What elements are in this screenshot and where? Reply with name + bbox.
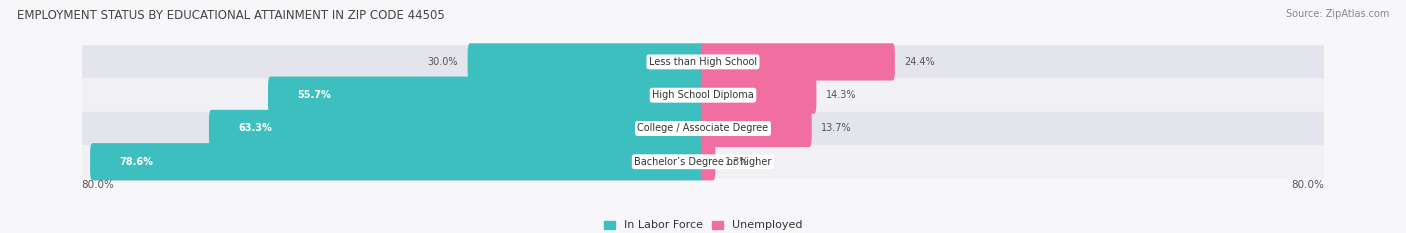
Text: 80.0%: 80.0%: [82, 180, 114, 190]
Text: Source: ZipAtlas.com: Source: ZipAtlas.com: [1285, 9, 1389, 19]
FancyBboxPatch shape: [700, 43, 894, 81]
Text: EMPLOYMENT STATUS BY EDUCATIONAL ATTAINMENT IN ZIP CODE 44505: EMPLOYMENT STATUS BY EDUCATIONAL ATTAINM…: [17, 9, 444, 22]
Text: High School Diploma: High School Diploma: [652, 90, 754, 100]
Text: 80.0%: 80.0%: [1292, 180, 1324, 190]
Text: Bachelor’s Degree or higher: Bachelor’s Degree or higher: [634, 157, 772, 167]
Text: 63.3%: 63.3%: [239, 123, 273, 134]
FancyBboxPatch shape: [700, 143, 716, 180]
Text: 30.0%: 30.0%: [427, 57, 458, 67]
Text: 78.6%: 78.6%: [120, 157, 153, 167]
Text: 55.7%: 55.7%: [298, 90, 332, 100]
FancyBboxPatch shape: [700, 77, 817, 114]
FancyBboxPatch shape: [90, 143, 706, 180]
Text: 13.7%: 13.7%: [821, 123, 852, 134]
Text: 14.3%: 14.3%: [825, 90, 856, 100]
FancyBboxPatch shape: [82, 112, 1324, 145]
FancyBboxPatch shape: [82, 145, 1324, 178]
FancyBboxPatch shape: [209, 110, 706, 147]
Text: College / Associate Degree: College / Associate Degree: [637, 123, 769, 134]
FancyBboxPatch shape: [700, 110, 811, 147]
FancyBboxPatch shape: [269, 77, 706, 114]
Text: 24.4%: 24.4%: [904, 57, 935, 67]
Legend: In Labor Force, Unemployed: In Labor Force, Unemployed: [599, 216, 807, 233]
FancyBboxPatch shape: [82, 45, 1324, 79]
Text: Less than High School: Less than High School: [650, 57, 756, 67]
FancyBboxPatch shape: [468, 43, 706, 81]
FancyBboxPatch shape: [82, 79, 1324, 112]
Text: 1.3%: 1.3%: [724, 157, 749, 167]
